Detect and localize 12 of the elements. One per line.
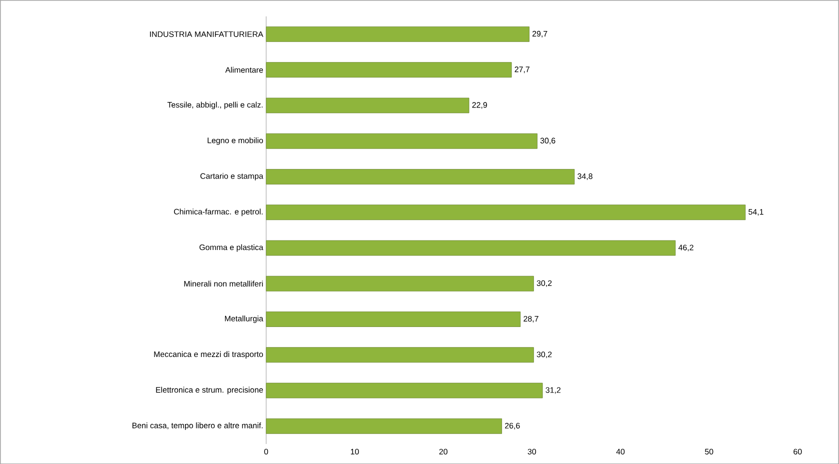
bar xyxy=(266,204,746,220)
bar xyxy=(266,311,521,327)
bar xyxy=(266,98,470,113)
bar xyxy=(266,133,538,149)
bar xyxy=(266,276,534,292)
bar xyxy=(266,240,676,256)
bar xyxy=(266,26,530,42)
bar xyxy=(266,382,543,398)
bar xyxy=(266,62,512,78)
bar xyxy=(266,168,575,184)
bar xyxy=(266,347,534,362)
bar xyxy=(266,418,502,434)
